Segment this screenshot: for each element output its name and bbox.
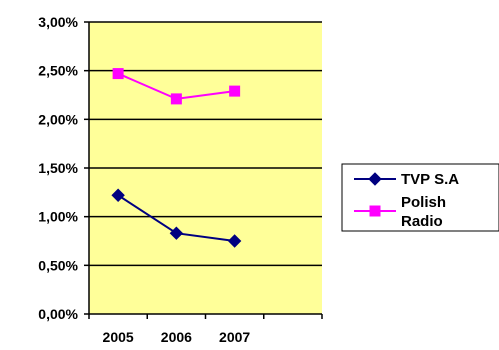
data-point	[111, 188, 125, 202]
data-point	[169, 226, 184, 240]
x-axis-tick-labels: 2005 2006 2007	[103, 329, 251, 345]
x-tick-label: 2005	[103, 329, 134, 345]
legend-label-tvp: TVP S.A	[401, 171, 459, 188]
legend-box	[341, 163, 499, 232]
x-tick-label: 2007	[219, 329, 250, 345]
series	[111, 68, 242, 248]
data-point	[112, 68, 124, 80]
legend-marker-polish-radio	[369, 205, 381, 217]
y-tick-label: 0,00%	[38, 306, 78, 322]
legend-label-polish: Polish	[401, 194, 446, 211]
data-point	[229, 85, 241, 97]
y-tick-label: 2,00%	[38, 111, 78, 127]
y-axis-tick-labels: 0,00% 0,50% 1,00% 1,50% 2,00% 2,50% 3,00%	[38, 14, 78, 322]
y-tick-label: 2,50%	[38, 63, 78, 79]
legend: TVP S.A Polish Radio	[341, 163, 499, 232]
gridlines	[89, 21, 322, 267]
y-tick-label: 3,00%	[38, 14, 78, 30]
legend-marker-tvp	[368, 172, 382, 186]
legend-label-radio: Radio	[401, 213, 443, 230]
y-tick-label: 1,00%	[38, 209, 78, 225]
data-point	[227, 234, 242, 248]
y-tick-label: 0,50%	[38, 257, 78, 273]
axes	[84, 21, 323, 319]
data-point	[170, 93, 182, 105]
x-tick-label: 2006	[161, 329, 192, 345]
y-tick-label: 1,50%	[38, 160, 78, 176]
